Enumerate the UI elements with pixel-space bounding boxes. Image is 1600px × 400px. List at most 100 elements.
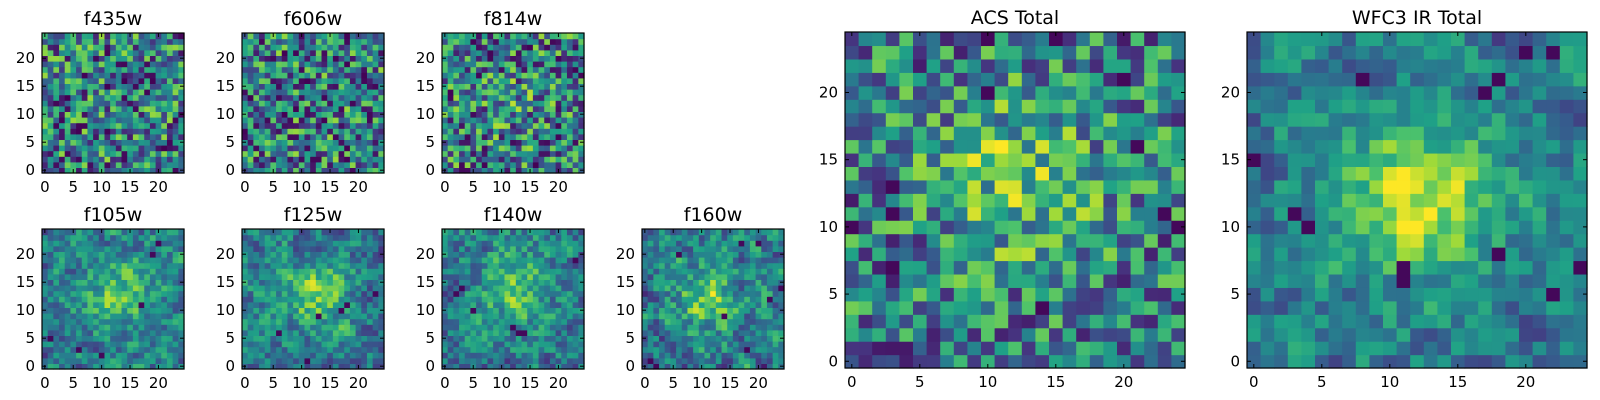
heatmap-cell	[476, 139, 483, 146]
heatmap-cell	[149, 262, 157, 269]
heatmap-cell	[161, 100, 168, 107]
heatmap-cell	[293, 329, 300, 336]
heatmap-cell	[361, 335, 368, 342]
heatmap-cell	[172, 262, 179, 269]
heatmap-cell	[940, 300, 955, 315]
heatmap-cell	[642, 357, 649, 364]
heatmap-cell	[453, 357, 460, 364]
heatmap-cell	[670, 329, 677, 336]
heatmap-cell	[264, 128, 271, 135]
heatmap-cell	[298, 122, 306, 129]
heatmap-cell	[642, 234, 649, 241]
heatmap-cell	[242, 105, 249, 112]
heatmap-cell	[561, 234, 568, 241]
heatmap-cell	[98, 329, 106, 336]
heatmap-cell	[544, 161, 551, 168]
heatmap-cell	[42, 133, 49, 140]
heatmap-cell	[544, 301, 551, 308]
heatmap-cell	[355, 133, 362, 140]
heatmap-cell	[42, 357, 49, 364]
heatmap-cell	[578, 89, 585, 96]
heatmap-cell	[1144, 327, 1159, 342]
heatmap-cell	[664, 240, 671, 247]
heatmap-cell	[253, 94, 260, 101]
heatmap-cell	[59, 145, 66, 152]
heatmap-cell	[344, 329, 351, 336]
heatmap-cell	[659, 240, 666, 247]
heatmap-cell	[53, 335, 60, 342]
heatmap-cell	[670, 296, 677, 303]
heatmap-cell	[721, 285, 728, 292]
heatmap-cell	[315, 290, 323, 297]
heatmap-cell	[476, 251, 483, 258]
heatmap-cell	[493, 335, 500, 342]
heatmap-cell	[681, 307, 689, 314]
heatmap-cell	[321, 89, 328, 96]
heatmap-cell	[132, 352, 140, 359]
heatmap-cell	[470, 161, 477, 168]
heatmap-cell	[287, 77, 294, 84]
heatmap-cell	[178, 352, 185, 359]
heatmap-cell	[276, 240, 283, 247]
heatmap-cell	[242, 38, 249, 45]
heatmap-cell	[1144, 287, 1159, 302]
heatmap-cell	[310, 145, 317, 152]
heatmap-cell	[710, 363, 717, 370]
heatmap-cell	[659, 268, 666, 275]
heatmap-cell	[76, 150, 83, 157]
heatmap-cell	[555, 352, 562, 359]
heatmap-cell	[115, 77, 123, 84]
heatmap-cell	[287, 133, 294, 140]
heatmap-cell	[561, 273, 568, 280]
heatmap-cell	[93, 167, 100, 174]
heatmap-cell	[76, 234, 83, 241]
heatmap-cell	[355, 94, 362, 101]
heatmap-cell	[70, 285, 77, 292]
heatmap-cell	[493, 128, 500, 135]
heatmap-cell	[578, 301, 585, 308]
heatmap-cell	[872, 273, 887, 288]
heatmap-cell	[749, 240, 757, 247]
heatmap-cell	[93, 352, 100, 359]
heatmap-cell	[1144, 341, 1159, 356]
heatmap-cell	[144, 156, 151, 163]
heatmap-cell	[858, 247, 873, 262]
heatmap-cell	[527, 61, 534, 68]
heatmap-cell	[778, 329, 785, 336]
heatmap-cell	[1062, 179, 1077, 194]
heatmap-cell	[81, 262, 89, 269]
heatmap-cell	[144, 111, 151, 118]
heatmap-cell	[1062, 354, 1077, 369]
heatmap-cell	[555, 100, 562, 107]
panel-title: f814w	[484, 8, 543, 30]
heatmap-cell	[481, 72, 489, 79]
heatmap-cell	[481, 245, 489, 252]
heatmap-cell	[749, 257, 757, 264]
heatmap-cell	[321, 72, 328, 79]
heatmap-cell	[47, 307, 54, 314]
heatmap-cell	[487, 100, 494, 107]
heatmap-cell	[1062, 327, 1077, 342]
heatmap-cell	[1144, 206, 1159, 221]
heatmap-cell	[110, 38, 117, 45]
heatmap-cell	[872, 247, 887, 262]
heatmap-cell	[81, 229, 89, 236]
heatmap-cell	[515, 89, 523, 96]
heatmap-cell	[81, 240, 89, 247]
heatmap-cell	[732, 240, 740, 247]
heatmap-cell	[470, 335, 477, 342]
heatmap-cell	[315, 301, 323, 308]
heatmap-cell	[532, 257, 540, 264]
heatmap-cell	[470, 44, 477, 51]
heatmap-cell	[81, 133, 89, 140]
heatmap-cell	[161, 61, 168, 68]
heatmap-cell	[642, 273, 649, 280]
heatmap-cell	[132, 301, 140, 308]
heatmap-cell	[447, 290, 454, 297]
heatmap-cell	[766, 229, 774, 236]
heatmap-cell	[940, 179, 955, 194]
heatmap-cell	[81, 363, 89, 370]
heatmap-cell	[270, 111, 277, 118]
heatmap-cell	[93, 245, 100, 252]
heatmap-cell	[481, 341, 489, 348]
